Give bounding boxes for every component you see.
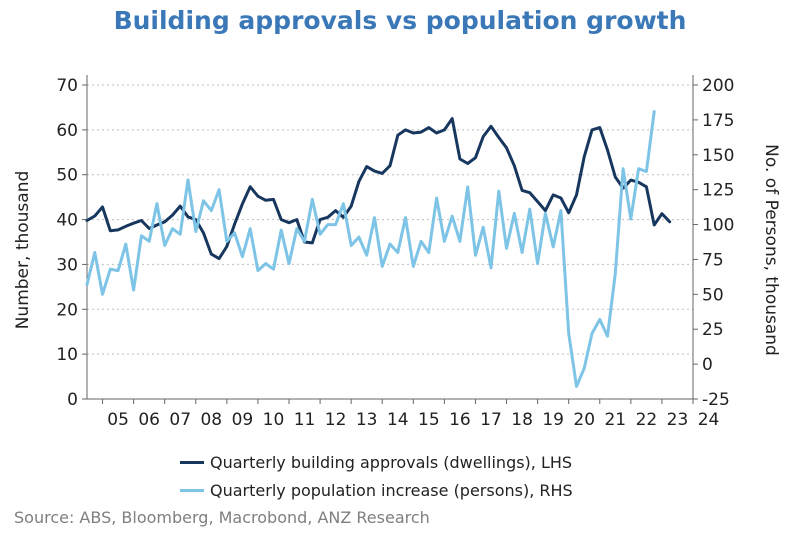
x-tick-label: 10 [263,410,285,430]
left-tick-label: 20 [56,300,78,320]
y-right-title: No. of Persons, thousand [761,144,781,356]
x-tick-label: 07 [169,410,191,430]
legend-item-population: Quarterly population increase (persons),… [180,476,573,504]
right-tick-label: 100 [702,216,734,236]
legend-item-approvals: Quarterly building approvals (dwellings)… [180,448,573,476]
x-tick-label: 08 [200,410,222,430]
left-tick-label: 50 [56,166,78,186]
x-tick-label: 05 [107,410,129,430]
legend-label-approvals: Quarterly building approvals (dwellings)… [210,452,573,472]
right-tick-label: -25 [702,390,730,410]
left-tick-label: 60 [56,121,78,141]
x-tick-label: 19 [542,410,564,430]
x-tick-label: 20 [573,410,595,430]
x-tick-label: 09 [232,410,254,430]
legend-label-population: Quarterly population increase (persons),… [210,480,573,500]
right-tick-label: 50 [702,285,724,305]
left-tick-label: 40 [56,211,78,231]
legend-swatch-approvals [180,460,204,464]
series-line-population [85,110,656,388]
x-tick-label: 12 [325,410,347,430]
x-tick-label: 15 [418,410,440,430]
x-tick-label: 11 [294,410,316,430]
left-tick-label: 70 [56,76,78,96]
axis-labels: 010203040506070-250255075100125150175200… [13,76,781,430]
chart-title: Building approvals vs population growth [113,6,687,35]
left-tick-label: 0 [67,390,78,410]
x-tick-label: 13 [356,410,378,430]
right-tick-label: 25 [702,320,724,340]
x-tick-label: 06 [138,410,160,430]
x-tick-label: 18 [511,410,533,430]
gridlines [87,84,693,355]
x-tick-label: 14 [387,410,409,430]
x-tick-label: 22 [636,410,658,430]
right-tick-label: 125 [702,181,734,201]
left-tick-label: 30 [56,255,78,275]
right-tick-label: 200 [702,76,734,96]
legend-swatch-population [180,488,204,492]
right-tick-label: 75 [702,250,724,270]
series-lines [85,110,672,388]
source-note: Source: ABS, Bloomberg, Macrobond, ANZ R… [14,508,430,527]
right-tick-label: 0 [702,355,713,375]
y-left-title: Number, thousand [13,171,33,330]
right-tick-label: 150 [702,146,734,166]
left-tick-label: 10 [56,345,78,365]
x-tick-label: 17 [480,410,502,430]
x-tick-label: 16 [449,410,471,430]
x-tick-label: 23 [667,410,689,430]
axes [82,75,698,404]
legend: Quarterly building approvals (dwellings)… [180,448,573,504]
x-tick-label: 21 [604,410,626,430]
right-tick-label: 175 [702,111,734,131]
x-tick-label: 24 [698,410,720,430]
